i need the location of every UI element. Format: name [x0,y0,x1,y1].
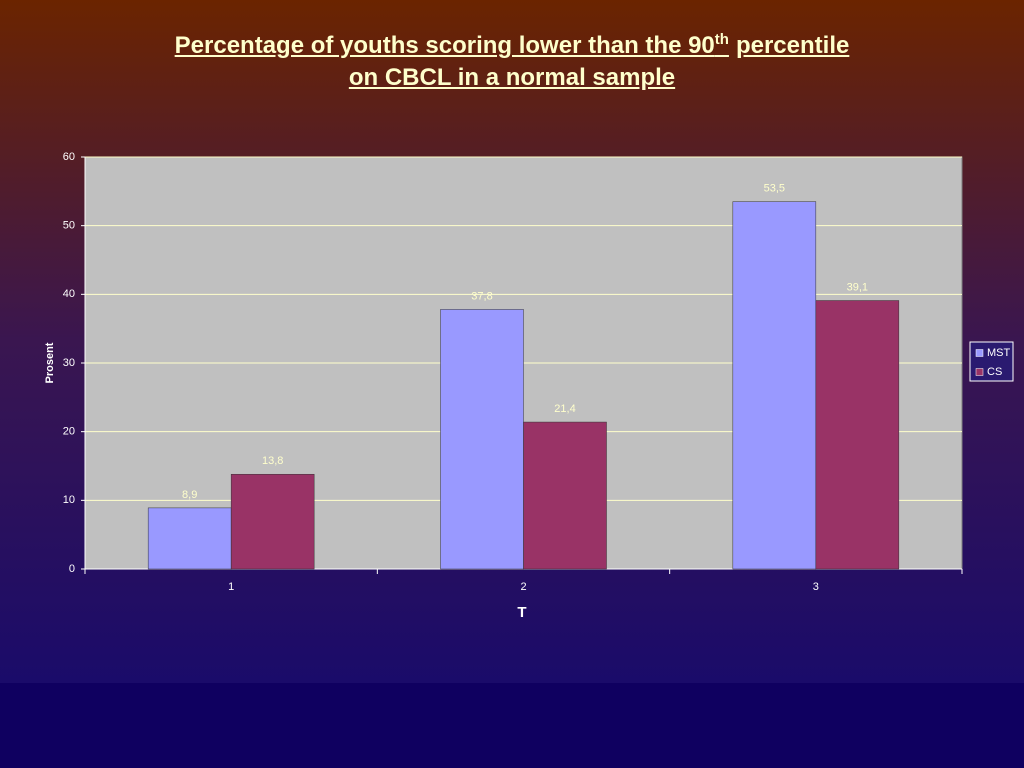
title-superscript: th [714,31,729,48]
y-tick-label: 10 [63,494,75,506]
x-axis-label: T [517,604,526,621]
y-axis-label: Prosent [44,342,56,383]
value-label: 53,5 [764,183,785,195]
title-text: percentile [735,32,850,59]
legend-label: CS [987,366,1002,378]
value-label: 8,9 [182,489,197,501]
title-text: Percentage of youths scoring lower than … [174,32,715,59]
y-tick-label: 40 [63,288,75,300]
bar [230,473,315,570]
x-tick-label: 2 [520,581,526,593]
value-label: 37,8 [471,290,492,302]
legend-swatch [975,349,984,357]
legend-label: MST [987,347,1011,359]
value-label: 13,8 [262,455,283,467]
bar [815,300,900,570]
y-tick-label: 20 [63,426,75,438]
x-tick-label: 3 [813,581,819,593]
bar [440,309,524,570]
y-tick-label: 60 [63,151,75,163]
value-label: 21,4 [554,403,575,415]
legend-swatch [975,368,984,376]
bar [523,421,607,570]
bar [732,201,817,570]
y-tick-label: 30 [63,357,75,369]
title-text: on CBCL in a normal sample [348,64,676,91]
x-tick-label: 1 [228,581,234,593]
bar [147,507,232,570]
chart-title: Percentage of youths scoring lower than … [0,30,1024,94]
y-tick-label: 50 [63,220,75,232]
y-tick-label: 0 [69,563,75,575]
value-label: 39,1 [847,281,868,293]
